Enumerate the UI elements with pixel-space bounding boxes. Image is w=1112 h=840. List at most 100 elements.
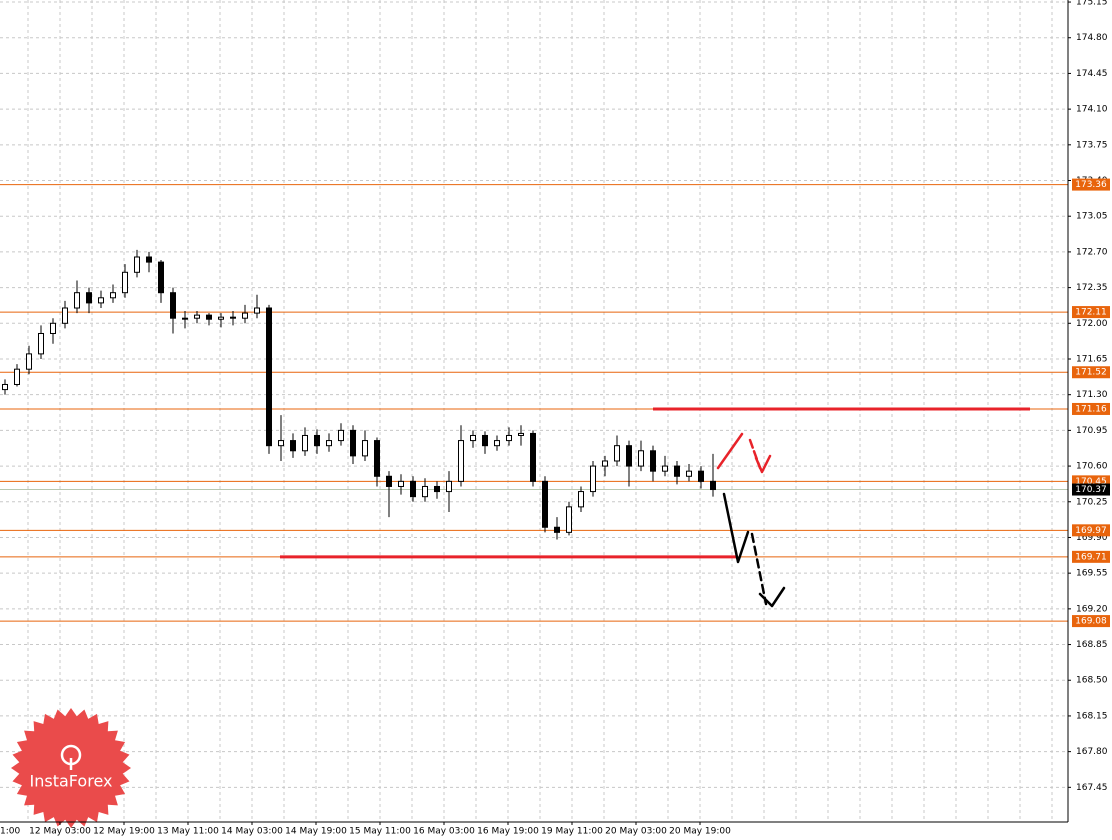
candle-body xyxy=(362,440,368,457)
candle-body xyxy=(278,440,284,447)
logo-text: InstaForex xyxy=(30,772,113,791)
candle-body xyxy=(242,312,248,319)
x-tick-label: 12 May 19:00 xyxy=(93,827,155,837)
candle-body xyxy=(638,450,644,467)
level-label: 169.08 xyxy=(1075,617,1107,627)
y-tick-label: 169.90 xyxy=(1076,533,1108,543)
candle-body xyxy=(86,292,92,304)
candle-body xyxy=(218,316,224,320)
last-price-box xyxy=(1072,483,1110,496)
y-tick-label: 168.85 xyxy=(1076,640,1108,650)
y-tick-label: 173.75 xyxy=(1076,140,1108,150)
y-tick-label: 175.15 xyxy=(1076,0,1108,8)
candle-body xyxy=(206,314,212,320)
candle-body xyxy=(26,353,32,370)
candle-body xyxy=(398,480,404,487)
candle-body xyxy=(650,450,656,472)
level-label-box xyxy=(1072,550,1110,563)
candle-body xyxy=(350,429,356,457)
level-label: 169.97 xyxy=(1075,526,1107,536)
y-tick-label: 168.50 xyxy=(1076,676,1108,686)
level-label: 173.36 xyxy=(1075,180,1107,190)
candle-body xyxy=(614,445,620,462)
candle-body xyxy=(578,491,584,508)
x-tick-label: 1:00 xyxy=(0,827,20,837)
y-tick-label: 174.45 xyxy=(1076,69,1108,79)
candle-body xyxy=(254,307,260,314)
candle-body xyxy=(194,314,200,319)
levels xyxy=(0,184,1068,622)
candle-body xyxy=(158,261,164,294)
candle-body xyxy=(290,440,296,452)
candle-body xyxy=(230,316,236,319)
candle-body xyxy=(338,429,344,442)
candle-body xyxy=(314,434,320,447)
x-tick-label: 19 May 11:00 xyxy=(541,827,603,837)
level-label-box xyxy=(1072,306,1110,319)
candle-body xyxy=(14,368,20,385)
x-tick-label: 15 May 11:00 xyxy=(349,827,411,837)
y-tick-label: 170.25 xyxy=(1076,497,1108,507)
level-label: 170.45 xyxy=(1075,477,1107,487)
y-tick-label: 174.10 xyxy=(1076,105,1108,115)
candle-body xyxy=(530,432,536,482)
candle-body xyxy=(710,480,716,491)
candle-body xyxy=(554,526,560,533)
y-tick-label: 169.55 xyxy=(1076,569,1108,579)
level-label: 171.52 xyxy=(1075,368,1107,378)
candle-body xyxy=(302,434,308,452)
level-label: 169.71 xyxy=(1075,552,1107,562)
candle-body xyxy=(422,485,428,498)
level-label: 171.16 xyxy=(1075,404,1107,414)
candle-body xyxy=(506,434,512,442)
candles xyxy=(2,249,716,540)
candle-body xyxy=(266,307,272,447)
y-tick-label: 173.05 xyxy=(1076,212,1108,222)
candle-body xyxy=(698,470,704,482)
y-tick-label: 167.45 xyxy=(1076,783,1108,793)
candle-body xyxy=(386,475,392,487)
y-tick-label: 170.60 xyxy=(1076,462,1108,472)
candle-body xyxy=(2,383,8,391)
candle-body xyxy=(146,256,152,263)
x-tick-label: 20 May 03:00 xyxy=(605,827,667,837)
last-price-label: 170.37 xyxy=(1075,485,1107,495)
black-forecast-dash xyxy=(750,532,768,606)
candle-body xyxy=(482,434,488,447)
candle-body xyxy=(602,460,608,467)
candle-body xyxy=(458,440,464,482)
level-label-box xyxy=(1072,524,1110,537)
candle-body xyxy=(98,297,104,304)
logo: InstaForex xyxy=(11,708,131,828)
y-tick-label: 171.65 xyxy=(1076,354,1108,364)
candle-body xyxy=(662,465,668,472)
candle-body xyxy=(182,317,188,320)
candle-body xyxy=(566,506,572,533)
x-tick-label: 12 May 03:00 xyxy=(29,827,91,837)
candle-body xyxy=(674,465,680,477)
y-tick-label: 172.70 xyxy=(1076,247,1108,257)
x-tick-label: 20 May 19:00 xyxy=(669,827,731,837)
candle-body xyxy=(110,292,116,299)
candle-body xyxy=(494,440,500,447)
x-tick-label: 16 May 03:00 xyxy=(413,827,475,837)
candle-body xyxy=(50,322,56,334)
candle-body xyxy=(434,485,440,493)
y-tick-label: 168.15 xyxy=(1076,711,1108,721)
candle-body xyxy=(122,271,128,294)
candle-body xyxy=(686,470,692,477)
y-tick-label: 170.95 xyxy=(1076,426,1108,436)
candle-body xyxy=(470,434,476,442)
candle-body xyxy=(74,292,80,309)
y-tick-label: 171.30 xyxy=(1076,390,1108,400)
x-tick-label: 14 May 19:00 xyxy=(285,827,347,837)
candle-body xyxy=(38,332,44,355)
red-arrow-head xyxy=(754,454,772,474)
candle-body xyxy=(326,440,332,447)
forecast-arrows xyxy=(716,432,786,608)
candle-body xyxy=(134,256,140,273)
x-tick-label: 14 May 03:00 xyxy=(221,827,283,837)
candle-body xyxy=(542,480,548,528)
